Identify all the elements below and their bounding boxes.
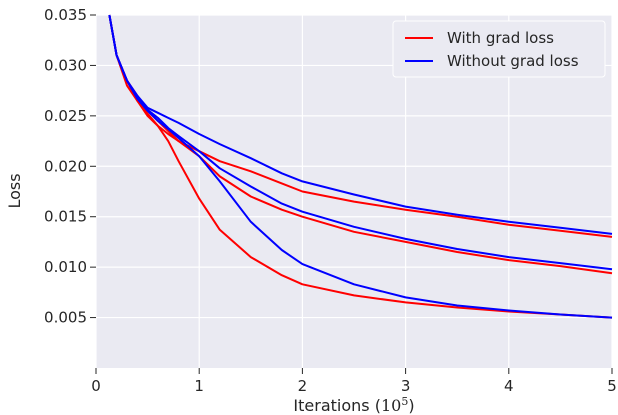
legend: With grad loss Without grad loss [392, 20, 606, 78]
y-tick-label: 0.005 [44, 309, 87, 327]
x-tick-label: 5 [607, 377, 617, 395]
x-tick-label: 4 [504, 377, 514, 395]
y-tick-label: 0.010 [44, 258, 87, 276]
x-axis-label-exponent: 5 [401, 395, 408, 408]
legend-frame [392, 20, 606, 78]
y-tick-label: 0.015 [44, 208, 87, 226]
series-layer [108, 14, 613, 319]
with-grad-loss-line-2 [108, 14, 613, 319]
x-axis-label: Iterations (105) [293, 395, 414, 415]
x-axis-label-text: Iterations ( [293, 396, 381, 415]
without-grad-loss-line-3 [108, 14, 613, 235]
y-axis-label: Loss [5, 173, 24, 208]
legend-label-with-grad-loss: With grad loss [447, 29, 554, 47]
y-tick-label: 0.025 [44, 107, 87, 125]
x-tick-label: 0 [91, 377, 101, 395]
ticks: 0 1 2 3 4 5 0.005 0.010 0.015 0.020 0.025 0.030 0.03… [44, 6, 617, 395]
legend-label-without-grad-loss: Without grad loss [447, 52, 579, 70]
without-grad-loss-line-5 [108, 14, 613, 319]
y-tick-label: 0.020 [44, 157, 87, 175]
x-axis-label-close: ) [408, 396, 414, 415]
x-axis-label-base: 10 [381, 396, 401, 415]
y-tick-label: 0.035 [44, 6, 87, 24]
x-tick-label: 2 [298, 377, 308, 395]
x-tick-label: 3 [401, 377, 411, 395]
x-tick-label: 1 [194, 377, 204, 395]
y-tick-label: 0.030 [44, 56, 87, 74]
